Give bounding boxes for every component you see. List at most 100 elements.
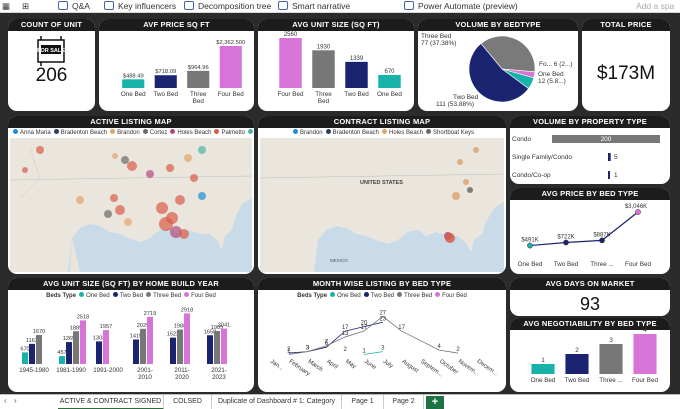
data-label: 7 [325, 340, 329, 346]
data-label: 6 [325, 341, 329, 347]
series-line [363, 351, 383, 355]
legend-swatch [397, 292, 403, 297]
card-title: AVG UNIT SIZE (SQ FT) BY HOME BUILD YEAR [8, 278, 254, 290]
legend-swatch [142, 129, 148, 134]
legend-swatch [325, 129, 331, 134]
legend-item: Four Bed [191, 293, 216, 299]
legend-swatch [79, 292, 85, 297]
category-label: 2023 [212, 374, 226, 381]
map-marker [198, 146, 206, 154]
data-label: 2029 [137, 323, 149, 329]
unit-size-year-chart: 670 1163 1670 1945-1980 457 1265 1889 2518 1981-… [19, 307, 230, 381]
data-label: 2719 [144, 311, 156, 317]
bar [221, 328, 227, 364]
tab-scroll-right-icon[interactable]: › [14, 396, 17, 405]
avg-price-sqft-card: AVF PRICE SQ FT $488.49 One Bed $718.09 Two… [99, 19, 254, 111]
category-label: Four Bed [632, 377, 658, 384]
legend-item: Cortez [149, 130, 168, 136]
data-label: 23 [379, 316, 386, 322]
data-label: 17 [398, 325, 405, 331]
data-label: 1988 [174, 324, 186, 330]
data-label: 1889 [70, 325, 82, 331]
narrative-icon [278, 1, 288, 10]
bar [29, 343, 35, 364]
category-label: May [344, 359, 357, 370]
legend-item: Holes Beach [389, 130, 424, 136]
month-listing-card: MONTH WISE LISTING BY BED TYPE Beds Type… [258, 278, 506, 392]
category-label: Single Family/Condo [512, 154, 572, 161]
legend-swatch [330, 292, 336, 297]
avg-unit-size-card: AVG UNIT SIZE (SQ FT) 2560 Four Bed 1930 Th… [258, 19, 414, 111]
pie-label-one: One Bed 12 (5.8...) [538, 71, 566, 85]
bar [147, 316, 153, 364]
card-title: AVG UNIT SIZE (SQ FT) [258, 19, 414, 31]
visual-icon[interactable]: ▦ [2, 1, 11, 11]
active-map-area[interactable] [10, 138, 252, 272]
contract-map-graphic[interactable]: UNITED STATES MEXICO [260, 138, 504, 272]
category-label: One Bed [121, 91, 146, 98]
legend-item: Two Bed [370, 293, 395, 299]
chart-legend: Beds Type One Bed Two Bed Three Bed Four Bed [8, 292, 254, 299]
line-point [635, 209, 641, 215]
tab-page-2[interactable]: Page 2 [384, 395, 424, 409]
visual-icon-2[interactable]: ⊞ [22, 1, 30, 11]
legend-item: Anna Maria [20, 130, 51, 136]
data-label: 1 [287, 349, 291, 355]
data-label: $2,362.500 [216, 40, 245, 46]
key-influencers-button[interactable]: Key influencers [104, 1, 176, 11]
category-label: Bed [193, 98, 205, 105]
pie-slice [480, 35, 536, 73]
volume-by-property-card: VOLUME BY PROPERTY TYPE Condo 200 Single F… [510, 116, 670, 184]
active-map-graphic[interactable] [10, 138, 252, 272]
bar [552, 135, 660, 143]
add-space-button[interactable]: Add a spa [636, 1, 675, 11]
pie-slice [468, 43, 529, 103]
map-marker [121, 156, 129, 164]
svg-text:UNITED STATES: UNITED STATES [360, 180, 403, 186]
pie-label-four: Fo... 6 (2...) [539, 61, 573, 68]
map-marker [463, 179, 469, 185]
category-label: Three ... [599, 377, 623, 384]
category-label: Two Bed [565, 377, 590, 384]
bar [345, 61, 368, 88]
data-label: 1522 [167, 332, 179, 338]
legend-item: One Bed [86, 293, 110, 299]
bar [312, 50, 335, 88]
legend-item: Three Bed [404, 293, 433, 299]
tab-colsed[interactable]: COLSED [164, 395, 212, 409]
data-label: 27 [379, 310, 386, 316]
bar [608, 171, 610, 179]
tab-scroll-left-icon[interactable]: ‹ [4, 396, 7, 405]
power-automate-button[interactable]: Power Automate (preview) [404, 1, 518, 11]
active-listing-map-card: ACTIVE LISTING MAP Anna Maria Bradenton B… [8, 116, 254, 274]
contract-map-area[interactable]: UNITED STATES MEXICO [260, 138, 504, 272]
card-title: TOTAL PRICE [582, 19, 670, 31]
decomposition-tree-button[interactable]: Decomposition tree [184, 1, 271, 11]
line-point [599, 237, 605, 244]
legend-swatch [170, 129, 176, 134]
data-label: 3 [306, 346, 310, 352]
map-marker [76, 196, 84, 204]
qa-button[interactable]: Q&A [58, 1, 90, 11]
data-label: 5 [614, 154, 618, 161]
category-label: One Bed [531, 377, 556, 384]
chart-legend: Beds Type One Bed Two Bed Three Bed Four Bed [258, 292, 506, 299]
bar [59, 356, 65, 364]
legend-swatch [214, 129, 220, 134]
legend-swatch [248, 129, 254, 134]
legend-swatch [382, 129, 387, 134]
tab-page-1[interactable]: Page 1 [342, 395, 384, 409]
add-page-button[interactable]: + [426, 396, 444, 409]
tab-active-contract[interactable]: ACTIVE & CONTRACT SIGNED [58, 395, 164, 409]
category-label: Two Bed [153, 91, 178, 98]
tab-duplicate-dashboard[interactable]: Duplicate of Dashboard # 1: Category [212, 395, 342, 409]
bar [531, 364, 555, 374]
avg-negotiability-card: AVG NEGOTIABILITY BY BED TYPE 1 One Bed 2 T… [510, 318, 670, 392]
data-label: 1 [362, 349, 366, 355]
category-label: Jan... [269, 359, 285, 373]
category-label: 2010 [138, 374, 152, 381]
smart-narrative-button[interactable]: Smart narrative [278, 1, 350, 11]
bar [565, 354, 589, 374]
map-marker [112, 153, 118, 159]
ribbon-toolbar: ▦ ⊞ Q&A Key influencers Decomposition tr… [0, 0, 680, 13]
